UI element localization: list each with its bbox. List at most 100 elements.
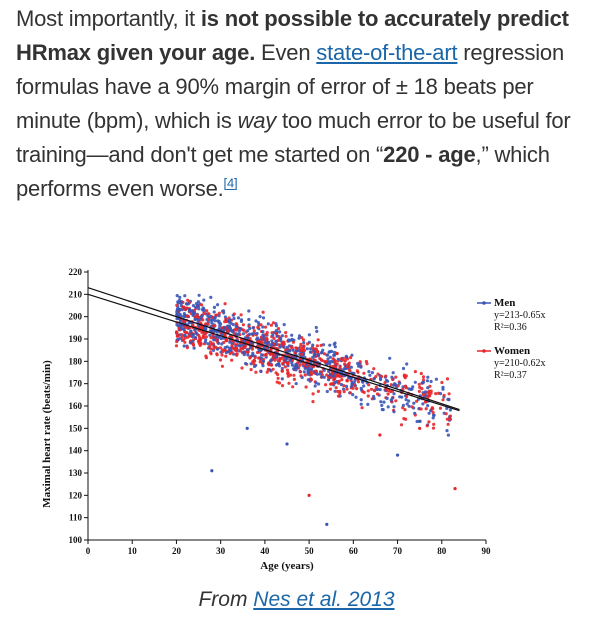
data-point [267,363,271,367]
y-tick-label: 180 [69,356,83,366]
data-point [429,409,433,413]
data-point [282,345,286,349]
y-tick-label: 200 [69,312,83,322]
data-point [247,309,251,313]
data-point [266,322,270,326]
data-point [189,329,193,333]
data-point [325,522,329,526]
data-point [349,356,353,360]
footnote-ref: [4] [224,176,238,191]
data-point [410,387,414,391]
data-point [378,433,382,437]
data-point [241,323,245,327]
data-point [445,429,449,433]
data-point [191,339,195,344]
data-point [191,313,195,317]
data-point [276,376,280,380]
data-point [314,325,318,330]
data-point [348,391,352,395]
data-point [328,355,332,359]
state-of-the-art-link[interactable]: state-of-the-art [316,40,458,65]
data-point [199,341,203,346]
data-point [419,407,423,411]
data-point [328,387,332,391]
data-point [185,331,189,335]
data-point [238,349,242,353]
data-point [426,390,430,394]
data-point [314,347,318,351]
data-point [378,388,382,392]
data-point [275,334,279,338]
data-point [193,328,197,332]
data-point [381,408,385,412]
legend-women-equation: y=210-0.62x [494,358,545,369]
footnote-link[interactable]: [4] [223,175,238,191]
data-point [203,340,207,344]
data-point [217,311,221,315]
data-point [328,343,332,347]
data-point [212,305,217,309]
data-point [274,371,278,375]
data-point [184,308,188,312]
data-point [374,375,378,379]
data-point [302,370,306,374]
data-point [415,399,419,403]
data-point [266,340,270,344]
scatter-chart: 100 110 120 130 140 150 160 170 180 190 200 210 220 0… [41,267,545,572]
data-point [349,365,353,369]
data-point [388,356,392,360]
data-point [358,360,362,364]
data-point [246,336,250,340]
data-point [183,340,187,344]
data-point [340,378,344,382]
data-point [432,413,436,417]
data-point [421,393,425,397]
source-link[interactable]: Nes et al. 2013 [253,588,395,611]
data-point [305,347,309,351]
data-point [176,337,180,341]
data-point [209,329,213,333]
data-point [445,417,449,421]
article-paragraph: Most importantly, it is not possible to … [16,2,586,206]
data-point [259,356,263,360]
data-point [179,301,183,305]
data-point [252,364,257,369]
data-point [320,375,324,379]
data-point [280,366,284,371]
data-point [344,384,349,388]
data-point [278,359,282,363]
text-segment: too much error to be useful for training… [16,108,571,167]
data-point [284,334,288,338]
data-point [379,400,383,404]
data-point [431,416,435,420]
data-point [315,329,319,333]
data-point [434,377,438,381]
data-point [271,367,275,371]
data-point [259,369,263,374]
data-point [261,325,265,329]
data-point [441,385,445,389]
y-tick-label: 150 [69,423,83,433]
text-segment: regression formulas have a 90% margin of… [16,40,565,133]
data-point [195,313,199,317]
data-point [191,304,196,308]
data-point [274,339,278,343]
data-point [285,345,289,349]
data-point [188,307,192,312]
regression-line [87,293,460,412]
data-point [290,363,294,367]
data-point [369,387,374,391]
data-point [224,354,228,358]
data-point [418,426,422,430]
data-point [276,327,281,331]
data-point [338,374,342,378]
data-point [291,348,295,352]
data-point [420,387,424,391]
data-point [331,374,336,378]
data-point [425,379,429,383]
data-point [384,374,388,378]
data-point [398,381,402,385]
data-point [404,386,408,390]
data-point [201,318,205,322]
data-point [274,363,278,367]
